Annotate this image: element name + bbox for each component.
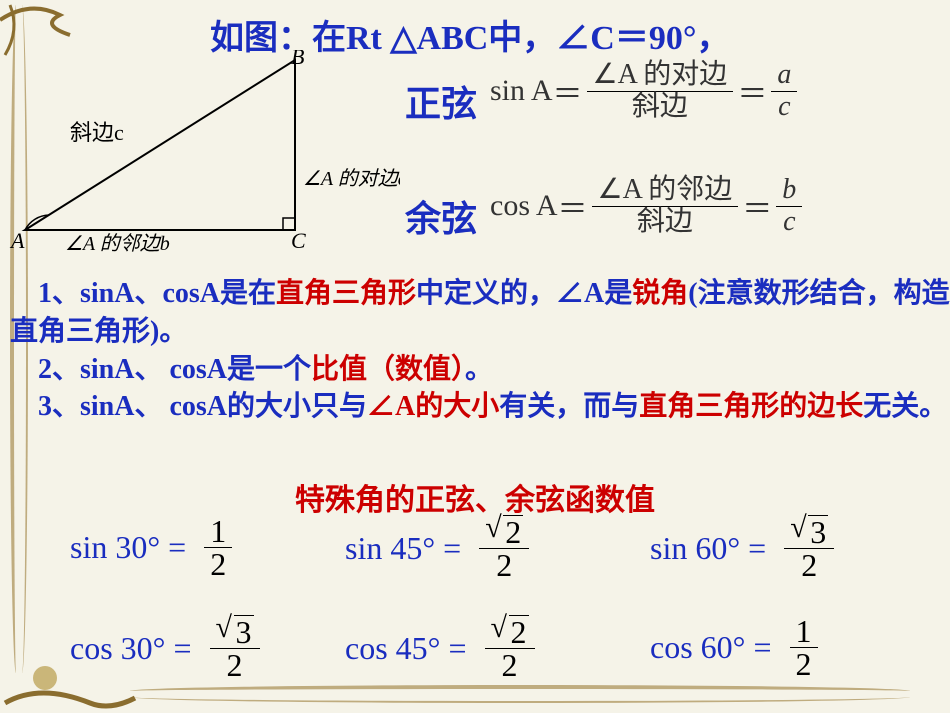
note1-red2: 锐角 [632, 278, 688, 309]
cos45: cos 45° = 22 [345, 615, 535, 681]
sin45: sin 45° = 22 [345, 515, 529, 581]
adjacent-label: ∠A 的邻边b [65, 233, 170, 255]
sin30: sin 30° = 12 [70, 515, 232, 580]
vertex-B: B [291, 50, 304, 69]
sin60: sin 60° = 32 [650, 515, 834, 581]
equals-sign: ＝ [737, 69, 767, 113]
triangle-diagram: A B C 斜边c ∠A 的对边a ∠A 的邻边b [5, 50, 400, 255]
sine-equation: sin A ＝ ∠A 的对边 斜边 ＝ a c [490, 60, 801, 123]
equals-sign: ＝ [742, 184, 772, 228]
note1-part1: 1、sinA、cosA是在 [38, 278, 276, 309]
notes-block: 1、sinA、cosA是在直角三角形中定义的，∠A是锐角(注意数形结合，构造直角… [0, 275, 950, 426]
hypotenuse-label: 斜边c [70, 120, 124, 145]
opposite-label: ∠A 的对边a [303, 168, 400, 190]
note3-part1: 3、sinA、 cosA的大小只与 [38, 391, 367, 422]
note3-red1: ∠A的大小 [367, 391, 499, 422]
note2-part2: 。 [465, 354, 493, 385]
vertex-C: C [291, 228, 306, 253]
sine-func: sin A [490, 74, 553, 108]
sine-name: 正弦 [405, 75, 477, 127]
cos30: cos 30° = 32 [70, 615, 260, 681]
cosine-equation: cos A ＝ ∠A 的邻边 斜边 ＝ b c [490, 175, 806, 238]
note2-red1: 比值（数值） [311, 354, 465, 385]
note3-red2: 直角三角形的边长 [639, 391, 863, 422]
note3-part2: 有关，而与 [499, 391, 639, 422]
slide: 如图：在Rt △ABC中，∠C＝90°， A B C 斜边c ∠A 的对边a ∠… [0, 0, 950, 713]
note1-part2: 中定义的，∠A是 [416, 278, 632, 309]
vertex-A: A [9, 228, 25, 253]
note2-part1: 2、sinA、 cosA是一个 [38, 354, 311, 385]
cosine-func: cos A [490, 189, 558, 223]
sine-word-frac: ∠A 的对边 斜边 [587, 60, 734, 123]
values-title: 特殊角的正弦、余弦函数值 [0, 475, 950, 519]
sine-symbol-frac: a c [771, 60, 797, 123]
note1-red1: 直角三角形 [276, 278, 416, 309]
cos60: cos 60° = 12 [650, 615, 818, 680]
cosine-word-frac: ∠A 的邻边 斜边 [592, 175, 739, 238]
cosine-symbol-frac: b c [776, 175, 802, 238]
equals-sign: ＝ [553, 69, 583, 113]
cosine-name: 余弦 [405, 190, 477, 242]
equals-sign: ＝ [558, 184, 588, 228]
note3-part3: 无关。 [863, 391, 947, 422]
decor-bottom [130, 685, 910, 703]
